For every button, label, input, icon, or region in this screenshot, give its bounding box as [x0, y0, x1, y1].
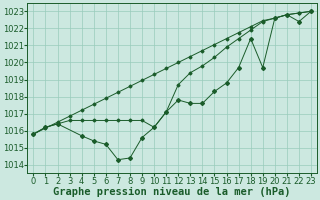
- X-axis label: Graphe pression niveau de la mer (hPa): Graphe pression niveau de la mer (hPa): [53, 187, 291, 197]
